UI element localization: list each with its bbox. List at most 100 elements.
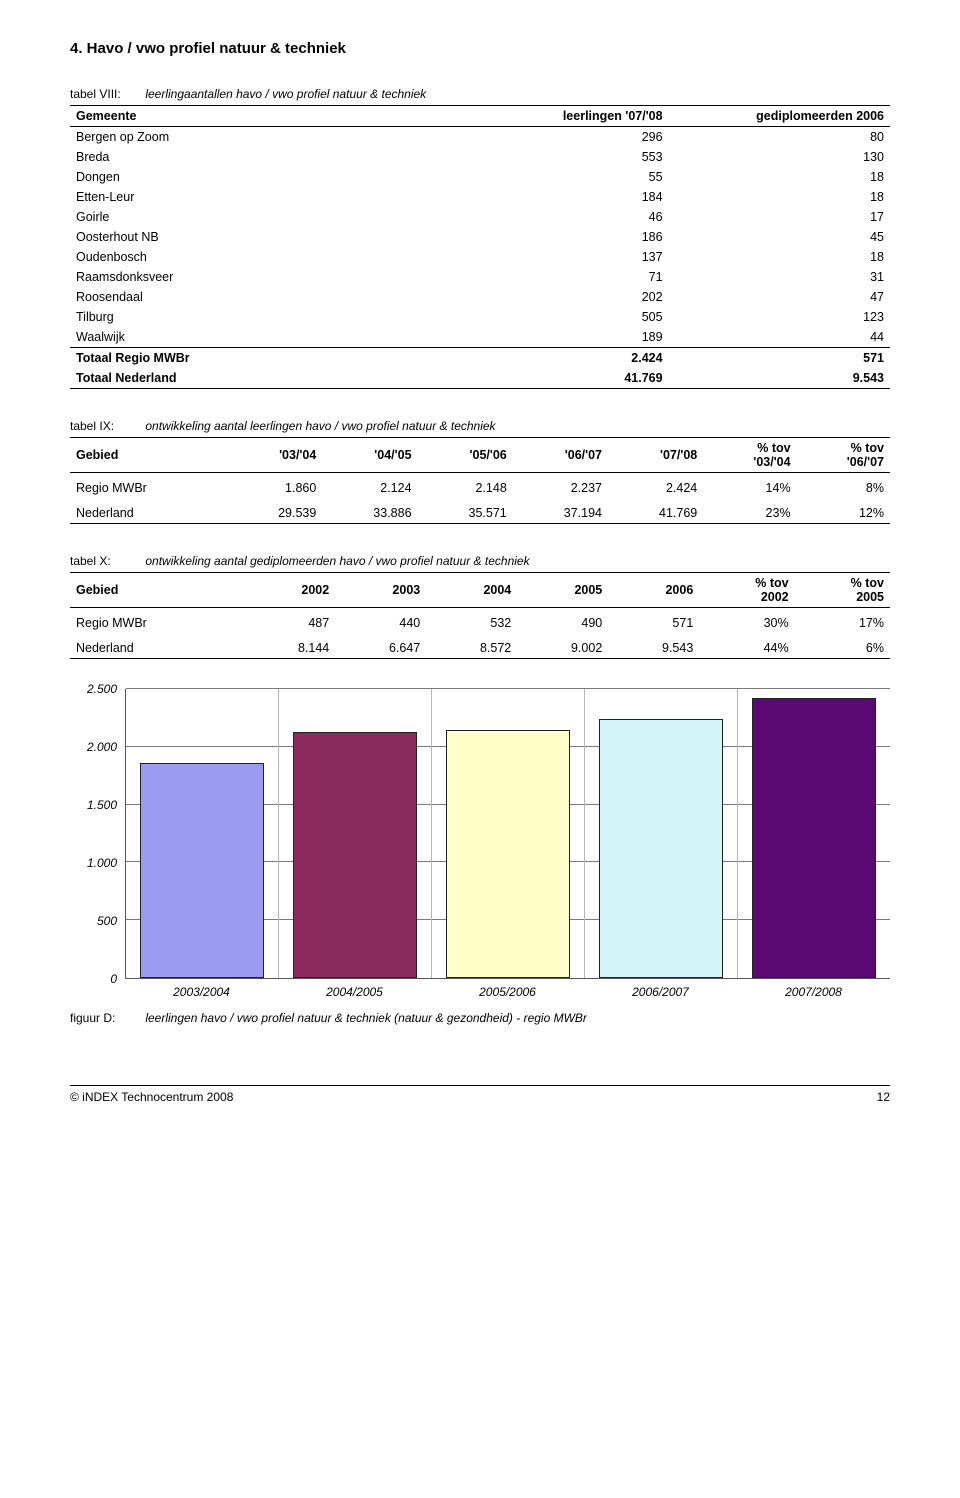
table-cell: 23% <box>703 498 796 524</box>
column-header: % tov'03/'04 <box>703 438 796 473</box>
table-cell: Roosendaal <box>70 287 447 307</box>
table-cell: 505 <box>447 307 668 327</box>
figure-caption-label: figuur D: <box>70 1011 142 1025</box>
table-cell: 137 <box>447 247 668 267</box>
table-cell: 189 <box>447 327 668 348</box>
table8-caption: tabel VIII: leerlingaantallen havo / vwo… <box>70 87 890 101</box>
table-cell: Regio MWBr <box>70 608 244 634</box>
table-cell: Waalwijk <box>70 327 447 348</box>
table-cell: Totaal Nederland <box>70 368 447 389</box>
table-cell: 44% <box>699 633 794 659</box>
table-cell: 18 <box>669 187 890 207</box>
column-header: Gebied <box>70 438 227 473</box>
table10-caption: tabel X: ontwikkeling aantal gediplomeer… <box>70 554 890 568</box>
table-cell: Breda <box>70 147 447 167</box>
bar-slot <box>126 689 279 978</box>
table-cell: 6% <box>795 633 890 659</box>
table-cell: 8.144 <box>244 633 335 659</box>
column-header: '05/'06 <box>418 438 513 473</box>
table-cell: 2.124 <box>322 473 417 499</box>
bar <box>752 698 877 978</box>
table8-caption-text: leerlingaantallen havo / vwo profiel nat… <box>145 87 426 101</box>
table-cell: 9.002 <box>517 633 608 659</box>
column-header: Gemeente <box>70 106 447 127</box>
y-tick-label: 2.000 <box>87 740 117 754</box>
table10-caption-text: ontwikkeling aantal gediplomeerden havo … <box>145 554 529 568</box>
table-total-row: Totaal Regio MWBr2.424571 <box>70 348 890 369</box>
table-cell: 17 <box>669 207 890 227</box>
table-row: Bergen op Zoom29680 <box>70 127 890 148</box>
table-row: Oudenbosch13718 <box>70 247 890 267</box>
table-cell: 33.886 <box>322 498 417 524</box>
table-cell: 14% <box>703 473 796 499</box>
chart-bars <box>126 689 890 978</box>
figure-caption: figuur D: leerlingen havo / vwo profiel … <box>70 1011 890 1025</box>
table-cell: 12% <box>797 498 890 524</box>
column-header: '06/'07 <box>513 438 608 473</box>
column-header: '03/'04 <box>227 438 322 473</box>
table-cell: 18 <box>669 247 890 267</box>
table-cell: 37.194 <box>513 498 608 524</box>
table-cell: 71 <box>447 267 668 287</box>
x-tick-label: 2007/2008 <box>737 979 890 999</box>
table-cell: Raamsdonksveer <box>70 267 447 287</box>
column-header: 2004 <box>426 573 517 608</box>
table-cell: Bergen op Zoom <box>70 127 447 148</box>
table-cell: 571 <box>608 608 699 634</box>
table-cell: Regio MWBr <box>70 473 227 499</box>
table9-caption-text: ontwikkeling aantal leerlingen havo / vw… <box>145 419 495 433</box>
table-cell: 184 <box>447 187 668 207</box>
table-cell: 571 <box>669 348 890 369</box>
chart-y-axis: 05001.0001.5002.0002.500 <box>70 689 125 979</box>
column-header: Gebied <box>70 573 244 608</box>
column-header: '04/'05 <box>322 438 417 473</box>
table-cell: Goirle <box>70 207 447 227</box>
table-cell: 30% <box>699 608 794 634</box>
table-cell: 2.424 <box>447 348 668 369</box>
column-header: gediplomeerden 2006 <box>669 106 890 127</box>
bar <box>599 719 724 978</box>
column-header: % tov'06/'07 <box>797 438 890 473</box>
table10: Gebied20022003200420052006% tov2002% tov… <box>70 572 890 659</box>
column-header: leerlingen '07/'08 <box>447 106 668 127</box>
bar <box>446 730 571 978</box>
x-tick-label: 2006/2007 <box>584 979 737 999</box>
table-cell: Etten-Leur <box>70 187 447 207</box>
table-row: Dongen5518 <box>70 167 890 187</box>
table-cell: 55 <box>447 167 668 187</box>
table-row: Roosendaal20247 <box>70 287 890 307</box>
bar <box>140 763 265 978</box>
table-cell: 18 <box>669 167 890 187</box>
table-cell: 9.543 <box>608 633 699 659</box>
table-cell: 202 <box>447 287 668 307</box>
table-cell: 123 <box>669 307 890 327</box>
table-cell: 490 <box>517 608 608 634</box>
table-cell: Totaal Regio MWBr <box>70 348 447 369</box>
y-tick-label: 1.000 <box>87 856 117 870</box>
table-cell: 6.647 <box>335 633 426 659</box>
footer-copyright: © iNDEX Technocentrum 2008 <box>70 1090 233 1104</box>
table-cell: 8% <box>797 473 890 499</box>
table-cell: 35.571 <box>418 498 513 524</box>
x-tick-label: 2003/2004 <box>125 979 278 999</box>
table-cell: 46 <box>447 207 668 227</box>
table9: Gebied'03/'04'04/'05'05/'06'06/'07'07/'0… <box>70 437 890 524</box>
table-cell: Tilburg <box>70 307 447 327</box>
page-footer: © iNDEX Technocentrum 2008 12 <box>70 1085 890 1104</box>
x-tick-label: 2005/2006 <box>431 979 584 999</box>
figure-caption-text: leerlingen havo / vwo profiel natuur & t… <box>145 1011 587 1025</box>
y-tick-label: 0 <box>110 972 117 986</box>
table-cell: 1.860 <box>227 473 322 499</box>
bar-slot <box>585 689 738 978</box>
table8-caption-label: tabel VIII: <box>70 87 142 101</box>
bar <box>293 732 418 978</box>
column-header: '07/'08 <box>608 438 703 473</box>
table-row: Nederland29.53933.88635.57137.19441.7692… <box>70 498 890 524</box>
table-cell: 31 <box>669 267 890 287</box>
table-cell: 80 <box>669 127 890 148</box>
table-cell: Oosterhout NB <box>70 227 447 247</box>
table9-caption-label: tabel IX: <box>70 419 142 433</box>
column-header: % tov2002 <box>699 573 794 608</box>
table-cell: Nederland <box>70 633 244 659</box>
x-tick-label: 2004/2005 <box>278 979 431 999</box>
